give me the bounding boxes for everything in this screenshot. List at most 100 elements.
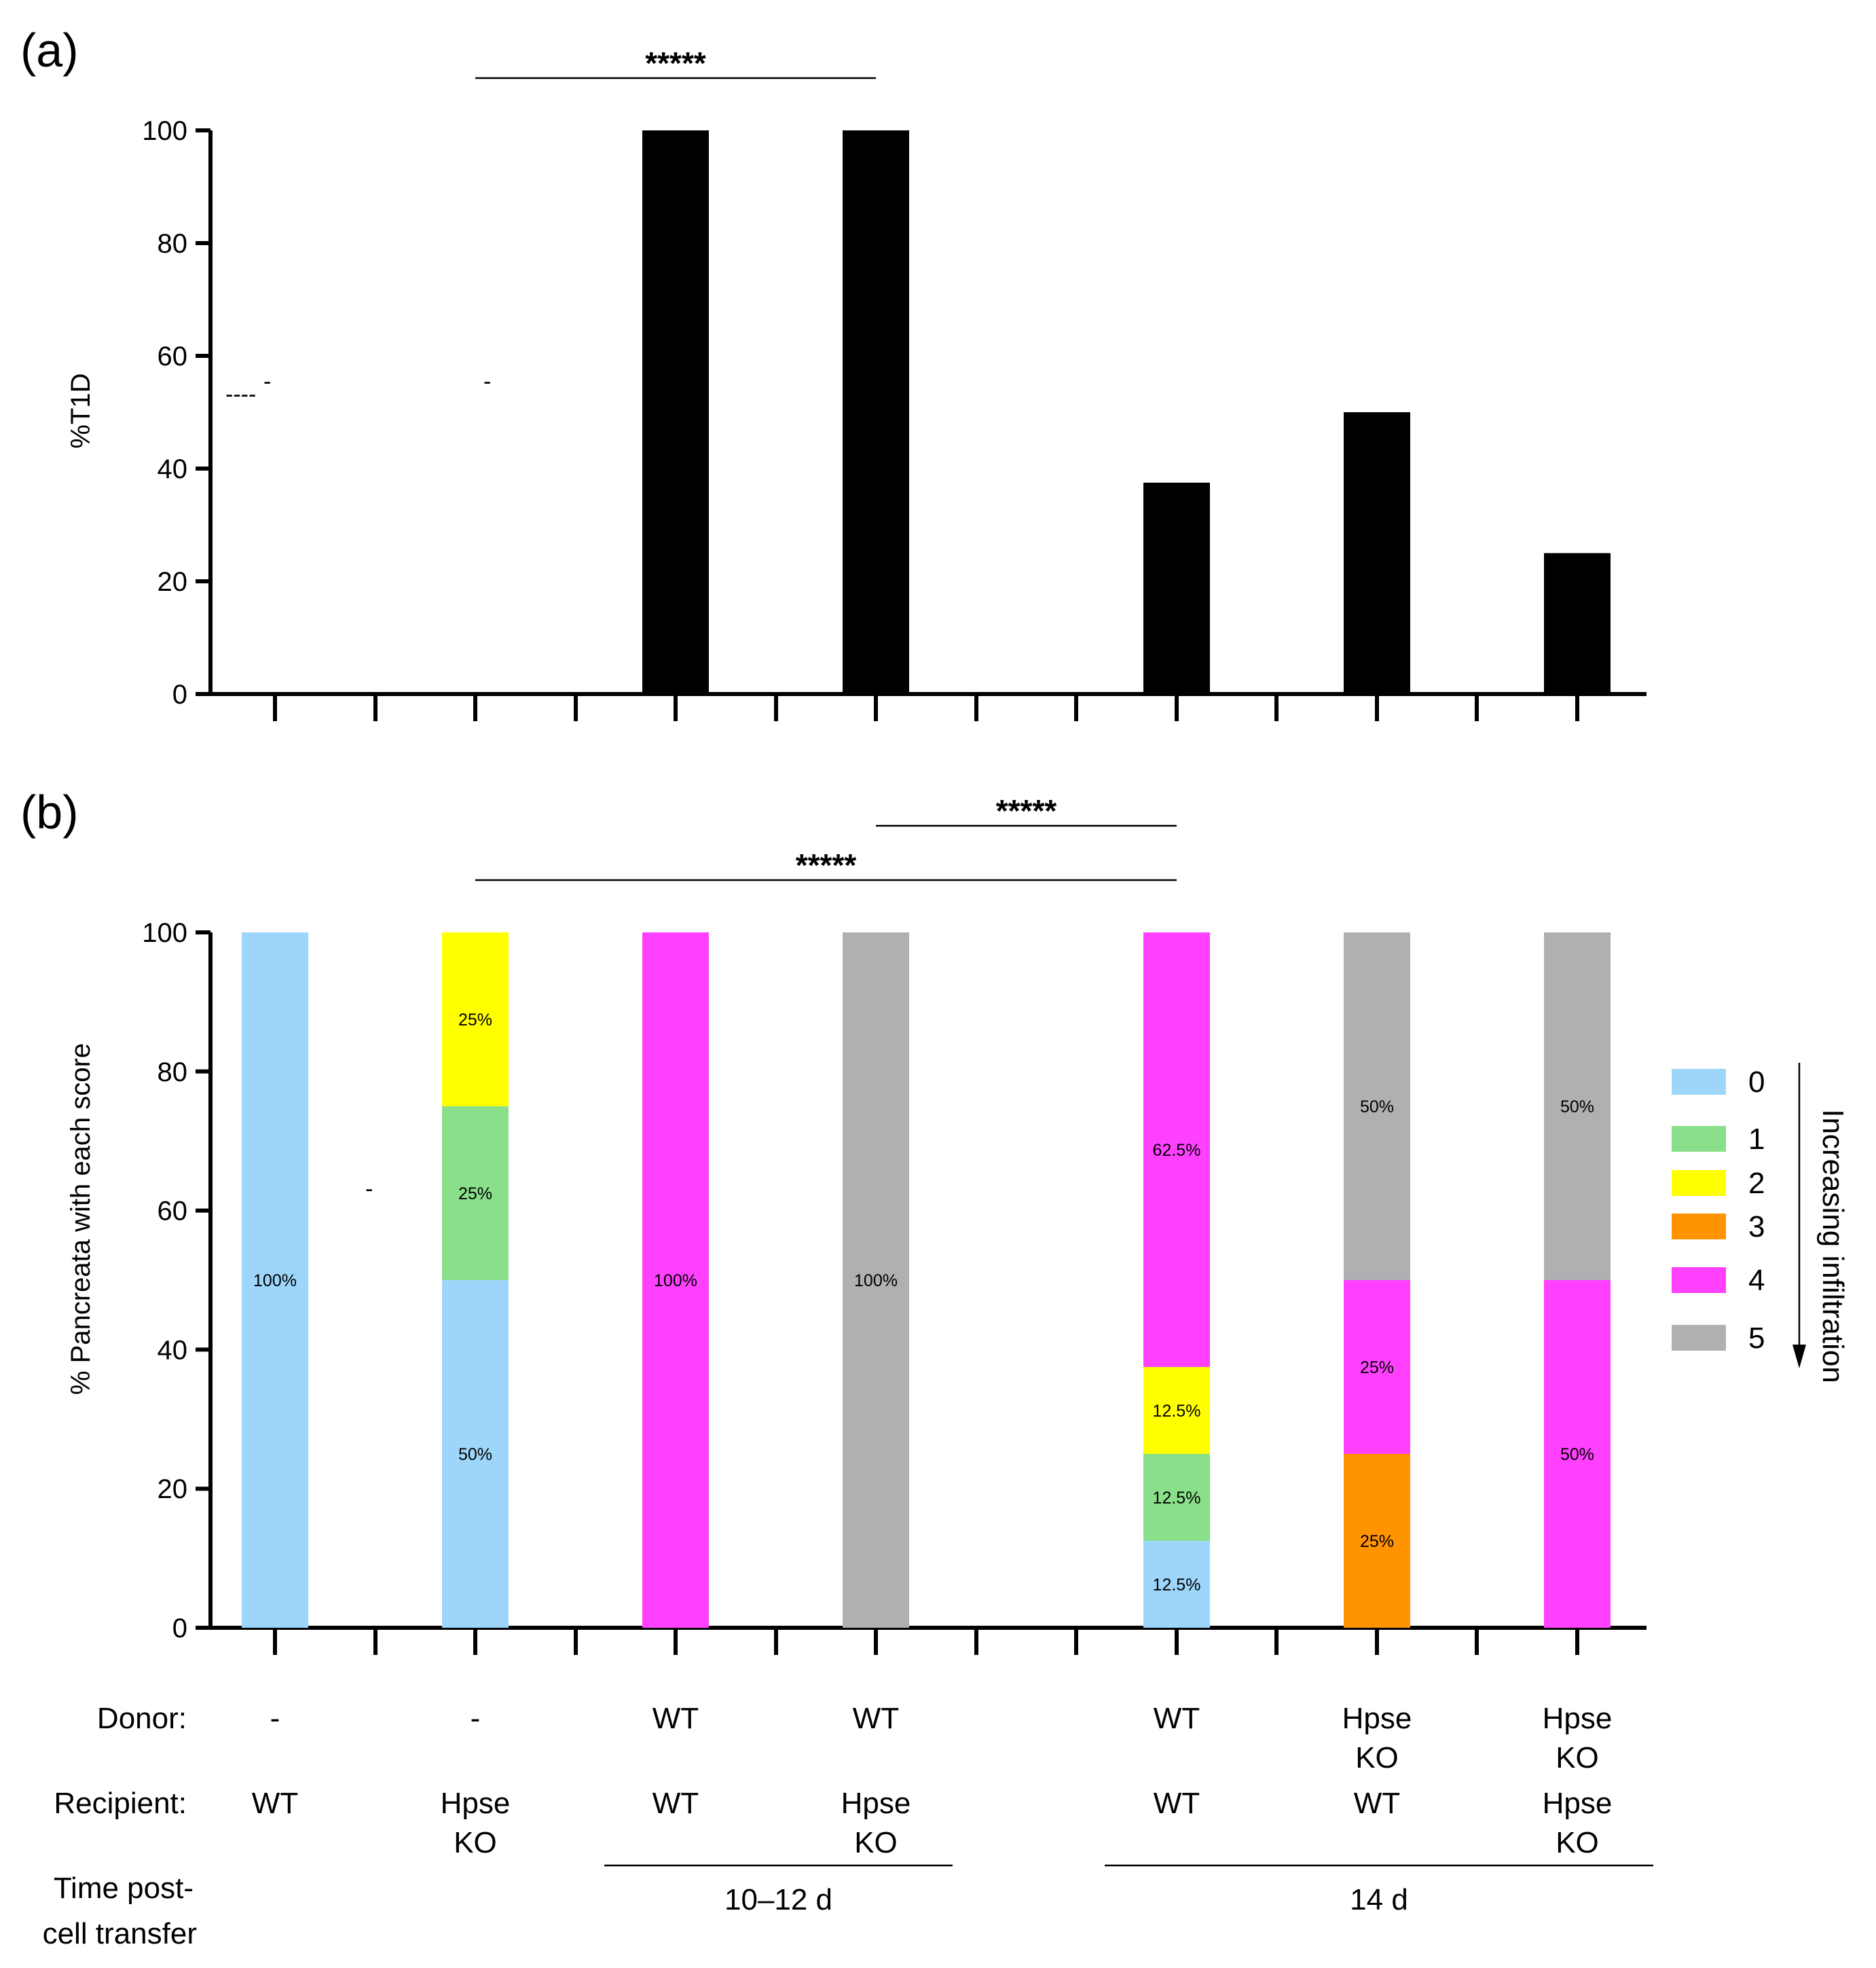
panel-b-segment-label: 25% [1360,1358,1394,1377]
panel-a-bar [1544,553,1611,694]
panel-b-segment-score-0 [242,932,308,1628]
legend-label-score-0: 0 [1748,1065,1765,1099]
donor-value: - [270,1702,280,1735]
panel-a-significance-label: ***** [645,45,706,81]
panel-b-segment-label: 50% [1560,1097,1594,1116]
t1d-bar-chart: %T1D 0 20 40 60 80 100 ***** [66,45,1647,721]
panel-b-segment-label: 100% [654,1271,697,1290]
legend-label-score-3: 3 [1748,1210,1765,1243]
legend-label-score-4: 4 [1748,1264,1765,1297]
panel-b-segment-score-5 [1344,932,1410,1280]
legend-label-score-1: 1 [1748,1123,1765,1156]
panel-b-y-axis-label: % Pancreata with each score [66,1043,96,1395]
panel-b-segment-score-5 [1544,932,1611,1280]
recipient-value: Hpse [441,1787,511,1820]
panel-b-y-tick-label: 60 [158,1197,188,1226]
panel-b-label: (b) [20,786,79,839]
panel-b-segment-score-5 [843,932,909,1628]
time-group-label: 10–12 d [724,1883,832,1916]
panel-b-segment-score-3 [1344,1454,1410,1628]
time-row-label-line2: cell transfer [43,1917,197,1950]
panel-b-y-tick-label: 40 [158,1335,188,1365]
donor-row-label: Donor: [97,1702,187,1735]
panel-a-y-tick-label: 0 [172,680,187,710]
panel-b-segment-label: 50% [1560,1445,1594,1464]
dash-mark-a-2: - [263,369,271,395]
panel-b-segment-score-4 [1143,932,1210,1367]
panel-b-segment-score-2 [1143,1367,1210,1454]
panel-b-segment-score-0 [442,1280,509,1628]
panel-b-segment-label: 100% [253,1271,297,1290]
time-row-label-line1: Time post- [54,1872,194,1905]
donor-value: KO [1556,1741,1599,1774]
recipient-value: WT [1354,1787,1400,1820]
recipient-value: Hpse [841,1787,911,1820]
panel-b-segment-score-4 [1344,1280,1410,1454]
panel-b-segment-label: 12.5% [1153,1489,1201,1508]
panel-b-segment-label: 12.5% [1153,1575,1201,1595]
panel-b-segment-label: 25% [1360,1532,1394,1551]
panel-b-segment-label: 62.5% [1153,1141,1201,1160]
recipient-value: WT [1154,1787,1200,1820]
panel-a-y-tick-label: 60 [158,342,188,371]
conditions-table: Donor: Recipient: Time post- cell transf… [43,1702,1653,1950]
legend-arrow-label: Increasing infiltration [1816,1109,1850,1383]
panel-b-segment-score-4 [1544,1280,1611,1628]
panel-b-segment-label: 25% [458,1010,492,1029]
recipient-value: KO [454,1826,497,1859]
panel-a-y-tick-label: 100 [142,116,187,146]
legend-swatch-score-1 [1672,1126,1726,1152]
panel-b-segment-label: 12.5% [1153,1402,1201,1421]
score-legend: Increasing infiltration 0 1 2 3 4 5 [1672,1063,1850,1383]
panel-a-y-tick-label: 40 [158,454,188,484]
panel-a-bar [642,130,709,694]
time-group-label: 14 d [1350,1883,1408,1916]
panel-b-segment-label: 50% [1360,1097,1394,1116]
panel-b-y-tick-label: 0 [172,1614,187,1643]
donor-value: - [471,1702,481,1735]
recipient-value: WT [652,1787,699,1820]
dash-mark-a-1: ---- [225,382,256,407]
legend-label-score-2: 2 [1748,1167,1765,1200]
panel-b-segment-score-4 [642,932,709,1628]
panel-a-y-axis-label: %T1D [66,373,96,448]
legend-swatch-score-0 [1672,1069,1726,1095]
legend-arrow-head [1792,1345,1806,1368]
panel-a-label: (a) [20,24,79,77]
donor-value: Hpse [1543,1702,1613,1735]
panel-b-segment-score-0 [1143,1541,1210,1628]
recipient-value: KO [1556,1826,1599,1859]
legend-swatch-score-4 [1672,1267,1726,1293]
panel-b-segment-label: 100% [854,1271,898,1290]
panel-a-y-tick-label: 20 [158,567,188,597]
panel-b-y-tick-label: 20 [158,1474,188,1504]
panel-b-segment-score-1 [442,1106,509,1280]
panel-a-bar [843,130,909,694]
legend-swatch-score-5 [1672,1325,1726,1351]
recipient-row-label: Recipient: [54,1787,187,1820]
panel-b-y-tick-label: 100 [142,918,187,948]
donor-value: WT [853,1702,899,1735]
panel-b-segment-score-2 [442,932,509,1106]
panel-a-bar [1344,412,1410,694]
recipient-value: WT [252,1787,298,1820]
panel-b-significance-label: ***** [796,848,857,883]
donor-value: KO [1355,1741,1399,1774]
recipient-value: Hpse [1543,1787,1613,1820]
infiltration-stacked-chart: % Pancreata with each score 0 20 40 60 80 100… [66,793,1647,1655]
panel-b-segment-label: 25% [458,1184,492,1203]
recipient-value: KO [854,1826,898,1859]
panel-b-segment-score-1 [1143,1454,1210,1541]
legend-swatch-score-3 [1672,1214,1726,1239]
panel-a-y-tick-label: 80 [158,229,188,259]
donor-value: Hpse [1342,1702,1412,1735]
panel-b-segment-label: 50% [458,1445,492,1464]
legend-label-score-5: 5 [1748,1322,1765,1355]
donor-value: WT [1154,1702,1200,1735]
panel-b-significance-label: ***** [996,793,1057,828]
panel-a-bar [1143,482,1210,694]
panel-b-y-tick-label: 80 [158,1057,188,1087]
legend-swatch-score-2 [1672,1170,1726,1196]
donor-value: WT [652,1702,699,1735]
